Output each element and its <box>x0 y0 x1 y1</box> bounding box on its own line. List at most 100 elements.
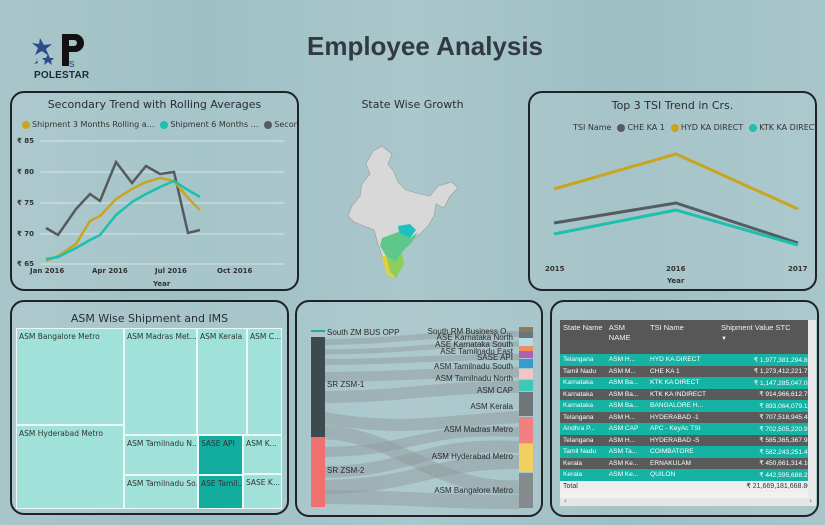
x-axis-label: Year <box>667 277 685 285</box>
sankey-node-label: ASE Karnataka North <box>436 333 513 342</box>
treemap-cell[interactable]: SASE API <box>198 435 243 475</box>
column-header-sorted[interactable]: Shipment Value STC ▼ <box>718 320 815 354</box>
column-header[interactable]: State Name <box>560 320 606 354</box>
treemap-cell-label: ASM Madras Met... <box>127 332 197 341</box>
treemap-cell[interactable]: ASM Bangalore Metro <box>16 328 124 425</box>
treemap-cell[interactable]: ASM Kerala <box>197 328 247 435</box>
legend-label: Secondary in Crs <box>274 120 299 129</box>
tsi-trend-legend: TSI Name CHE KA 1 HYD KA DIRECT KTK KA D… <box>573 123 815 132</box>
treemap-cell-label: ASM Kerala <box>200 332 243 341</box>
table-row[interactable]: Andhra P... ASM CAP APC - KeyAc TSI ₹ 702,5… <box>560 423 816 435</box>
treemap-cell-label: ASM Tamilnadu N... <box>127 439 198 448</box>
treemap-cell-label: SASE K... <box>246 478 280 487</box>
sankey-node-label: ASM Bangalore Metro <box>434 486 513 495</box>
cell-shipment: ₹ 585,365,367.98 <box>718 434 815 446</box>
table-row[interactable]: Kerala ASM Ke... QUILON ₹ 442,595,688.22 <box>560 469 816 481</box>
treemap-cell[interactable]: ASE Tamil... <box>198 475 243 509</box>
cell-tsi: BANGALORE H... <box>646 400 719 412</box>
cell-shipment: ₹ 914,966,612.78 <box>718 388 815 400</box>
legend-label: CHE KA 1 <box>627 123 665 132</box>
svg-text:s: s <box>69 58 75 70</box>
legend-item[interactable]: KTK KA DIRECT <box>749 123 815 132</box>
treemap-cell[interactable]: ASM Madras Met... <box>124 328 197 435</box>
cell-shipment: ₹ 1,273,412,221.72 <box>718 365 815 377</box>
cell-asm: ASM Ba... <box>605 377 647 389</box>
table-row[interactable]: Telangana ASM H... HYD KA DIRECT ₹ 1,977,38… <box>560 354 816 366</box>
legend-item[interactable]: Shipment 6 Months ... <box>160 120 258 129</box>
india-map[interactable] <box>340 126 490 286</box>
sankey-panel: South ZM BUS OPP SR ZSM-1 SR ZSM-2 South… <box>295 300 543 517</box>
treemap-cell[interactable]: ASM Tamilnadu N... <box>124 435 198 475</box>
legend-item[interactable]: Secondary in Crs <box>264 120 299 129</box>
sankey-node-label: ASM Hyderabad Metro <box>431 452 513 461</box>
cell-shipment: ₹ 702,505,220.91 <box>718 423 815 435</box>
shipment-table[interactable]: State Name ASM NAME TSI Name Shipment Va… <box>560 320 816 498</box>
page-title: Employee Analysis <box>306 31 544 61</box>
treemap-cell-label: SASE API <box>201 439 235 448</box>
scroll-left-icon[interactable]: ‹ <box>564 497 567 505</box>
table-row[interactable]: Karnataka ASM Ba... BANGALORE H... ₹ 893,06… <box>560 400 816 412</box>
column-header[interactable]: TSI Name <box>646 320 719 354</box>
treemap-cell[interactable]: ASM C... <box>247 328 282 435</box>
sankey-node-label: ASM Kerala <box>470 402 513 411</box>
treemap-cell-label: ASM K... <box>246 439 277 448</box>
x-tick: 2017 <box>788 265 808 273</box>
sankey-node-label: ASM Tamilnadu North <box>435 374 513 383</box>
column-header[interactable]: ASM NAME <box>605 320 647 354</box>
legend-label: Shipment 6 Months ... <box>170 120 259 129</box>
logo-text: POLESTAR <box>34 70 90 81</box>
table-row[interactable]: Kerala ASM Ke... ERNAKULAM ₹ 450,661,314.10 <box>560 457 816 469</box>
table-row[interactable]: Karnataka ASM Ba... KTK KA INDIRECT ₹ 914,9… <box>560 388 816 400</box>
sankey-node-label: SR ZSM-1 <box>327 380 365 389</box>
table-row[interactable]: Tamil Nadu ASM M... CHE KA 1 ₹ 1,273,412,22… <box>560 365 816 377</box>
cell-state: Andhra P... <box>560 423 606 435</box>
sankey-node-label: ASM Madras Metro <box>444 425 513 434</box>
secondary-trend-legend: Shipment 3 Months Rolling a... Shipment … <box>22 120 299 129</box>
x-axis-label: Year <box>153 280 171 288</box>
cell-tsi: HYDERABAD -S <box>646 434 719 446</box>
sankey-node-label: South RM Business O... <box>427 327 513 336</box>
treemap-cell[interactable]: ASM Tamilnadu So... <box>124 475 198 509</box>
state-map-panel: State Wise Growth <box>300 91 525 291</box>
secondary-trend-title: Secondary Trend with Rolling Averages <box>47 98 262 111</box>
legend-dot-icon <box>160 120 169 129</box>
y-tick: ₹ 65 <box>17 260 35 268</box>
x-tick: Oct 2016 <box>217 267 253 275</box>
cell-asm: ASM CAP <box>605 423 647 435</box>
sankey-chart[interactable] <box>297 302 543 517</box>
table-row[interactable]: Karnataka ASM Ba... KTK KA DIRECT ₹ 1,147,2… <box>560 377 816 389</box>
treemap-cell-label: ASM Bangalore Metro <box>19 332 100 341</box>
horizontal-scrollbar[interactable]: ‹ › <box>560 497 816 506</box>
tsi-trend-panel: Top 3 TSI Trend in Crs. TSI Name CHE KA … <box>528 91 817 291</box>
table-header-row: State Name ASM NAME TSI Name Shipment Va… <box>560 320 816 354</box>
cell-asm: ASM H... <box>605 354 647 366</box>
vertical-scrollbar[interactable] <box>808 320 816 498</box>
legend-item[interactable]: HYD KA DIRECT <box>670 123 743 132</box>
cell-asm: ASM Ba... <box>605 388 647 400</box>
scroll-right-icon[interactable]: › <box>809 497 812 505</box>
treemap-cell[interactable]: ASM Hyderabad Metro <box>16 425 124 509</box>
y-tick: ₹ 70 <box>17 230 35 238</box>
sankey-node-label: ASE Tamilnadu East <box>440 347 513 356</box>
tsi-trend-chart[interactable] <box>530 93 817 291</box>
cell-state: Kerala <box>560 457 606 469</box>
treemap-cell[interactable]: ASM K... <box>243 435 282 474</box>
cell-shipment: ₹ 707,518,945.48 <box>718 411 815 423</box>
cell-shipment: ₹ 1,977,381,294.83 <box>718 354 815 366</box>
polestar-logo-icon: s <box>32 34 84 70</box>
state-map-title: State Wise Growth <box>361 98 464 111</box>
secondary-trend-chart[interactable] <box>12 93 299 291</box>
table-row[interactable]: Telangana ASM H... HYDERABAD -1 ₹ 707,518,9… <box>560 411 816 423</box>
cell-tsi: ERNAKULAM <box>646 457 719 469</box>
legend-item[interactable]: Shipment 3 Months Rolling a... <box>22 120 154 129</box>
cell-state: Telangana <box>560 411 606 423</box>
cell-asm: ASM M... <box>605 365 647 377</box>
treemap-cell[interactable]: SASE K... <box>243 474 282 509</box>
legend-item[interactable]: CHE KA 1 <box>617 123 665 132</box>
table-row[interactable]: Tamil Nadu ASM Ta... COIMBATORE ₹ 582,243,2… <box>560 446 816 458</box>
cell-state: Karnataka <box>560 377 606 389</box>
x-tick: 2016 <box>666 265 686 273</box>
table-row[interactable]: Telangana ASM H... HYDERABAD -S ₹ 585,365,3… <box>560 434 816 446</box>
cell-asm: ASM Ke... <box>605 469 647 481</box>
sankey-node-label: ASE Karnataka South <box>435 340 513 349</box>
